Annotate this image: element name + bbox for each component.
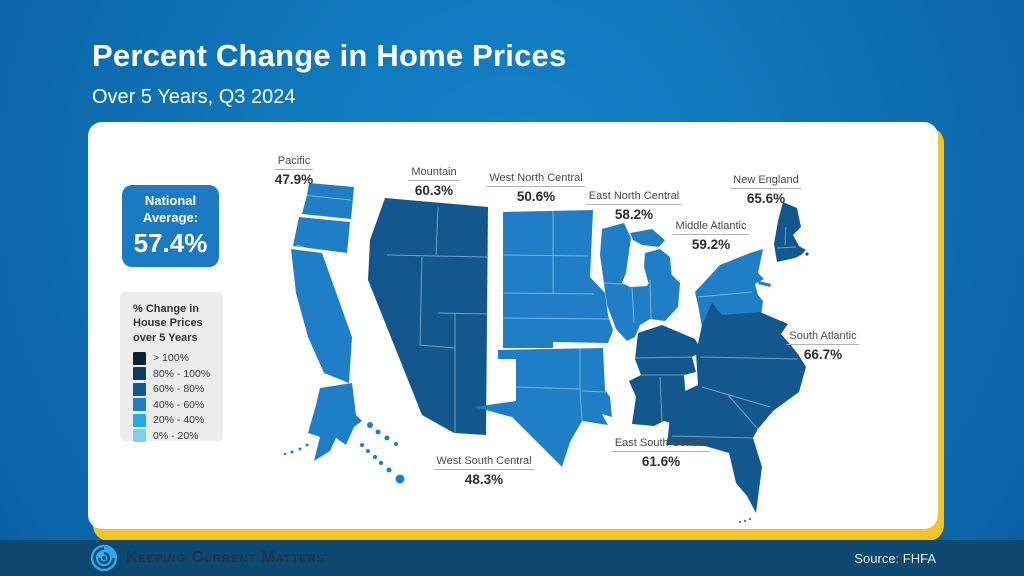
map-region-label-west-north-central: West North Central 50.6%	[486, 172, 586, 204]
map-region-label-west-south-central: West South Central 48.3%	[433, 455, 535, 487]
region-name: West North Central	[489, 172, 583, 184]
map-region-west-north-central	[503, 210, 613, 348]
region-label-divider	[433, 469, 535, 470]
national-average-value: 57.4%	[133, 227, 208, 258]
map-region-east-north-central	[600, 223, 680, 341]
legend-bin-label: 80% - 100%	[153, 367, 211, 380]
map-legend: % Change in House Prices over 5 Years > …	[120, 292, 223, 443]
source-attribution: Source: FHFA	[854, 550, 936, 566]
legend-bin-label: 60% - 80%	[153, 383, 205, 396]
national-average-label: National Average:	[142, 193, 199, 225]
legend-swatch	[133, 382, 146, 396]
map-long-island	[758, 281, 771, 287]
legend-swatch	[133, 429, 146, 443]
page-title: Percent Change in Home Prices	[92, 38, 567, 73]
legend-row: 40% - 60%	[133, 398, 223, 412]
map-region-label-south-atlantic: South Atlantic 66.7%	[786, 330, 860, 362]
region-label-divider	[786, 344, 860, 345]
region-name: Pacific	[277, 155, 311, 167]
content-card: National Average: 57.4% % Change in Hous…	[88, 122, 938, 529]
region-label-divider	[408, 180, 460, 181]
brand-wordmark: Keeping Current Matters	[126, 549, 325, 566]
page-subtitle: Over 5 Years, Q3 2024	[92, 86, 296, 108]
map-region-label-east-north-central: East North Central 58.2%	[585, 190, 683, 222]
map-region-label-east-south-central: East South Central 61.6%	[611, 437, 711, 469]
region-value: 59.2%	[691, 237, 731, 252]
map-region-label-new-england: New England 65.6%	[730, 174, 802, 206]
region-value: 66.7%	[803, 347, 843, 362]
map-region-south-atlantic	[666, 303, 806, 513]
map-region-east-north-central-mi	[630, 229, 672, 287]
legend-swatch	[133, 413, 146, 427]
region-name: East South Central	[614, 437, 708, 449]
map-region-pacific-wa	[302, 183, 354, 219]
region-value: 60.3%	[414, 183, 454, 198]
us-map-svg	[283, 183, 809, 523]
map-region-new-england	[774, 202, 806, 262]
region-value: 50.6%	[516, 189, 556, 204]
region-value: 58.2%	[614, 207, 654, 222]
region-name: Middle Atlantic	[675, 220, 747, 232]
map-alaska-panhandle-islands	[283, 422, 398, 456]
map-region-mountain	[368, 198, 488, 435]
region-name: Mountain	[411, 166, 457, 178]
region-label-divider	[486, 186, 586, 187]
map-region-label-pacific: Pacific 47.9%	[274, 155, 314, 187]
national-average-box: National Average: 57.4%	[122, 185, 219, 267]
region-name: South Atlantic	[789, 330, 857, 342]
legend-bin-label: 20% - 40%	[153, 414, 205, 427]
kcm-swirl-icon	[90, 544, 118, 572]
region-value: 65.6%	[746, 191, 786, 206]
map-region-pacific-hi	[360, 443, 405, 484]
legend-bin-label: 40% - 60%	[153, 398, 205, 411]
legend-rows: > 100% 80% - 100% 60% - 80% 40% - 60% 20% - …	[133, 351, 223, 443]
region-name: West South Central	[436, 455, 532, 467]
region-value: 61.6%	[641, 454, 681, 469]
map-region-west-south-central	[474, 348, 612, 467]
legend-row: 80% - 100%	[133, 367, 223, 381]
map-region-label-middle-atlantic: Middle Atlantic 59.2%	[672, 220, 750, 252]
legend-bin-label: 0% - 20%	[153, 429, 199, 442]
map-region-east-south-central	[629, 325, 702, 426]
map-region-pacific-ak	[308, 383, 362, 461]
us-census-divisions-map: Pacific 47.9% Mountain 60.3% West North Cent…	[250, 145, 930, 535]
legend-row: 20% - 40%	[133, 413, 223, 427]
region-name: New England	[733, 174, 799, 186]
map-region-pacific-or	[293, 217, 350, 253]
region-value: 48.3%	[464, 472, 504, 487]
legend-swatch	[133, 398, 146, 412]
region-label-divider	[672, 234, 750, 235]
legend-bin-label: > 100%	[153, 352, 189, 365]
region-name: East North Central	[588, 190, 680, 202]
legend-row: 0% - 20%	[133, 429, 223, 443]
map-cape-cod	[805, 252, 809, 256]
region-label-divider	[585, 204, 683, 205]
map-region-pacific-ca	[291, 249, 352, 383]
legend-swatch	[133, 367, 146, 381]
legend-row: > 100%	[133, 351, 223, 365]
region-label-divider	[274, 169, 314, 170]
state-border-lines	[295, 194, 799, 439]
legend-title: % Change in House Prices over 5 Years	[133, 303, 203, 344]
legend-swatch	[133, 351, 146, 365]
legend-row: 60% - 80%	[133, 382, 223, 396]
map-region-label-mountain: Mountain 60.3%	[408, 166, 460, 198]
footer-bar: Keeping Current Matters Source: FHFA	[0, 540, 1024, 576]
region-label-divider	[730, 188, 802, 189]
map-florida-keys	[739, 518, 751, 523]
region-value: 47.9%	[274, 172, 314, 187]
region-label-divider	[611, 451, 711, 452]
